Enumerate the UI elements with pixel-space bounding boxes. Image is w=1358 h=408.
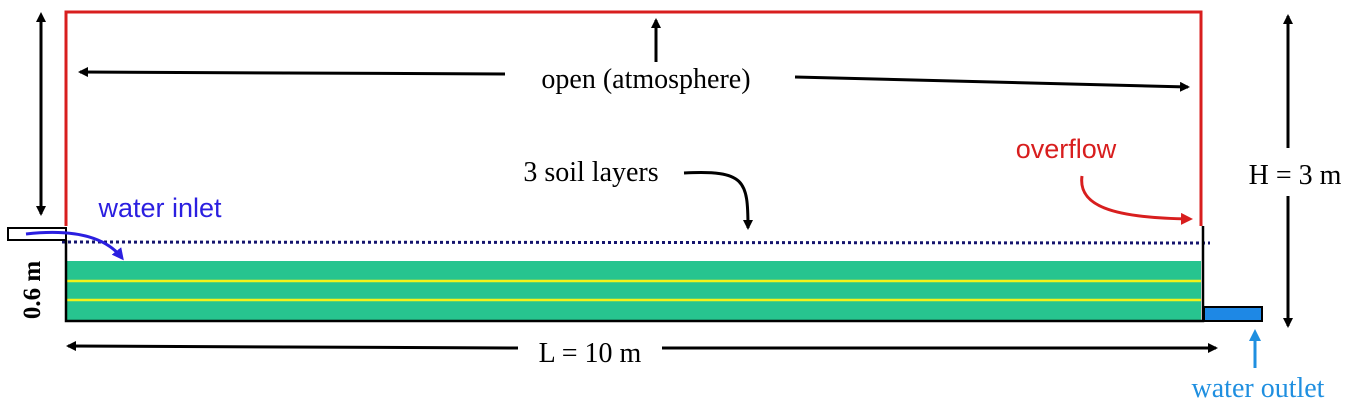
water-outlet-label: water outlet — [1192, 373, 1325, 404]
length-arrow-left — [66, 341, 519, 352]
depth-label: 0.6 m — [19, 261, 46, 320]
open-boundary-line — [64, 10, 1203, 226]
open-atmosphere-label: open (atmosphere) — [541, 64, 750, 95]
water-inlet-label: water inlet — [97, 193, 222, 223]
soil-block — [66, 261, 1201, 320]
outlet-box — [1203, 306, 1263, 322]
container-wall — [64, 226, 1205, 323]
height-label: H = 3 m — [1249, 160, 1342, 191]
soil-layers-arrow — [683, 171, 753, 230]
overflow-arrow — [1080, 175, 1193, 225]
water-level-line — [61, 240, 1211, 245]
open-left-arrow — [78, 67, 506, 78]
overflow-label: overflow — [1016, 134, 1117, 164]
length-label: L = 10 m — [539, 338, 642, 369]
soil-layers-label: 3 soil layers — [523, 157, 658, 188]
water-inlet-arrow — [25, 230, 124, 261]
open-right-arrow — [794, 75, 1190, 92]
